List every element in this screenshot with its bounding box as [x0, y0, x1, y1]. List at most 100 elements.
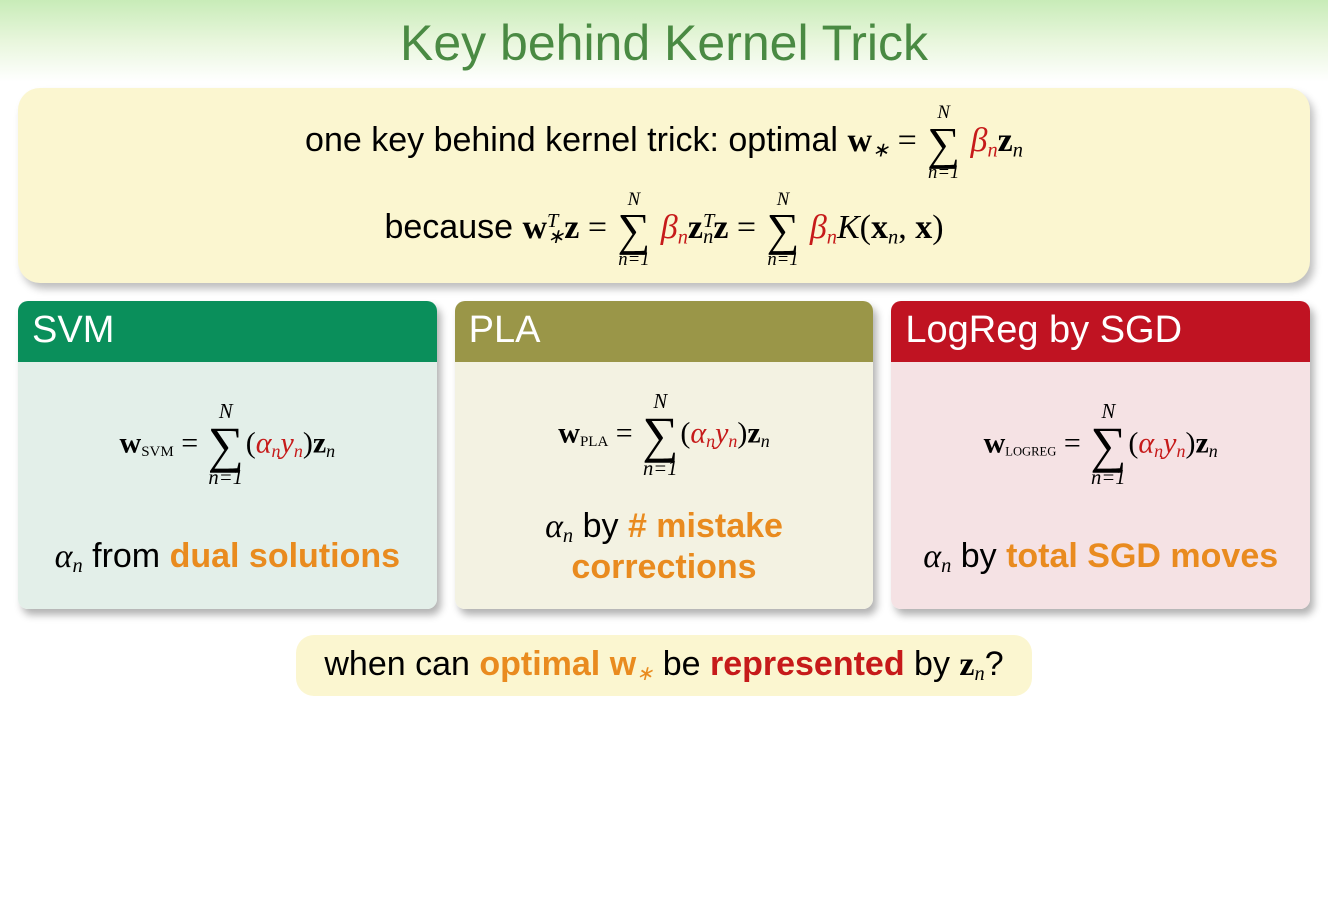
log-desc: αn by total SGD moves [901, 537, 1300, 578]
z3: z [688, 209, 703, 246]
log-alpha: α [1138, 426, 1154, 459]
kernel-line-1: one key behind kernel trick: optimal w∗ … [38, 104, 1290, 183]
pla-alpha-n: n [706, 431, 715, 451]
log-sigma: ∑ [1090, 423, 1126, 469]
bq-t2: optimal w [479, 645, 636, 683]
line2-prefix: because [384, 208, 522, 246]
z4: z [713, 209, 728, 246]
log-z-n: n [1209, 441, 1218, 461]
pla-desc: αn by # mistake corrections [465, 507, 864, 587]
z2: z [564, 209, 579, 246]
svm-header: SVM [18, 301, 437, 362]
sum3: N ∑ n=1 [767, 191, 800, 270]
bq-t4: represented [710, 645, 905, 683]
x1-n: n [888, 226, 898, 248]
bq-z: z [959, 646, 974, 683]
bq-q: ? [985, 645, 1004, 683]
bottom-question: when can optimal w∗ be represented by zn… [296, 635, 1031, 696]
pla-alpha: α [690, 417, 706, 450]
svm-desc-hl: dual solutions [170, 537, 400, 575]
svm-desc-pre: from [83, 537, 170, 575]
bq-t3: be [653, 645, 710, 683]
pla-sum: N ∑ n=1 [642, 392, 678, 479]
log-alpha2-n: n [941, 555, 951, 577]
pla-sigma: ∑ [642, 413, 678, 459]
sum1-sigma: ∑ [927, 123, 960, 164]
svm-desc: αn from dual solutions [28, 537, 427, 578]
bq-t1: when can [324, 645, 479, 683]
svm-sum-l: n=1 [208, 468, 243, 489]
z1: z [998, 122, 1013, 159]
log-y-n: n [1176, 441, 1185, 461]
comma: , [898, 209, 915, 246]
w2-star: ∗ [547, 226, 564, 248]
bq-zn: n [975, 663, 985, 685]
svm-y-n: n [294, 441, 303, 461]
kernel-line-2: because wT∗z = N ∑ n=1 βnzTnz = N ∑ n=1 … [38, 191, 1290, 270]
svm-sum: N ∑ n=1 [208, 402, 244, 489]
beta3: β [810, 209, 827, 246]
beta3-n: n [827, 226, 837, 248]
logreg-header: LogReg by SGD [891, 301, 1310, 362]
svm-y: y [280, 426, 293, 459]
pla-header: PLA [455, 301, 874, 362]
pla-desc-pre: by [573, 507, 628, 545]
pla-body: wPLA = N ∑ n=1 (αnyn)zn αn by # mistake … [455, 362, 874, 609]
eq1: = [898, 122, 926, 159]
bq-star: ∗ [636, 663, 653, 685]
log-w: w [984, 426, 1006, 459]
svm-alpha: α [256, 426, 272, 459]
sum1: N ∑ n=1 [927, 104, 960, 183]
pla-z: z [747, 417, 760, 450]
svm-body: wSVM = N ∑ n=1 (αnyn)zn αn from dual sol… [18, 362, 437, 609]
title-band: Key behind Kernel Trick [0, 0, 1328, 82]
eq3: = [737, 209, 765, 246]
svm-z-n: n [326, 441, 335, 461]
svm-sigma: ∑ [208, 423, 244, 469]
kernel-trick-box: one key behind kernel trick: optimal w∗ … [18, 88, 1310, 283]
pla-w: w [558, 417, 580, 450]
w-symbol: w [847, 122, 872, 159]
pla-y-n: n [728, 431, 737, 451]
log-sum: N ∑ n=1 [1090, 402, 1126, 489]
K: K [837, 209, 860, 246]
sum2-lower: n=1 [618, 251, 649, 270]
w2: w [522, 209, 547, 246]
svm-eq: = [181, 426, 205, 459]
svm-card: SVM wSVM = N ∑ n=1 (αnyn)zn αn from dual… [18, 301, 437, 609]
line1-prefix: one key behind kernel trick: optimal [305, 121, 847, 159]
sum1-lower: n=1 [928, 164, 959, 183]
w-star-sub: ∗ [872, 139, 889, 161]
pla-y: y [715, 417, 728, 450]
sum3-lower: n=1 [767, 251, 798, 270]
x2: x [915, 209, 932, 246]
log-formula: wLOGREG = N ∑ n=1 (αnyn)zn [901, 402, 1300, 489]
pla-wlabel: PLA [580, 434, 608, 450]
three-columns: SVM wSVM = N ∑ n=1 (αnyn)zn αn from dual… [18, 301, 1310, 609]
slide-title: Key behind Kernel Trick [0, 14, 1328, 72]
pla-card: PLA wPLA = N ∑ n=1 (αnyn)zn αn by # mist… [455, 301, 874, 609]
svm-alpha2-n: n [72, 555, 82, 577]
z1-n: n [1013, 139, 1023, 161]
bq-t5: by [905, 645, 960, 683]
beta2: β [661, 209, 678, 246]
pla-eq: = [616, 417, 640, 450]
svm-w: w [120, 426, 142, 459]
slide: Key behind Kernel Trick one key behind k… [0, 0, 1328, 898]
sum2-sigma: ∑ [618, 209, 651, 250]
beta1-n: n [987, 139, 997, 161]
svm-wlabel: SVM [141, 444, 174, 460]
log-z: z [1195, 426, 1208, 459]
log-alpha2: α [923, 538, 941, 575]
pla-formula: wPLA = N ∑ n=1 (αnyn)zn [465, 392, 864, 479]
svm-formula: wSVM = N ∑ n=1 (αnyn)zn [28, 402, 427, 489]
sum2: N ∑ n=1 [618, 191, 651, 270]
pla-sum-l: n=1 [643, 459, 678, 480]
pla-alpha2-n: n [563, 525, 573, 547]
log-y: y [1163, 426, 1176, 459]
log-desc-pre: by [951, 537, 1006, 575]
log-eq: = [1064, 426, 1088, 459]
svm-z: z [313, 426, 326, 459]
log-sum-l: n=1 [1091, 468, 1126, 489]
beta2-n: n [678, 226, 688, 248]
